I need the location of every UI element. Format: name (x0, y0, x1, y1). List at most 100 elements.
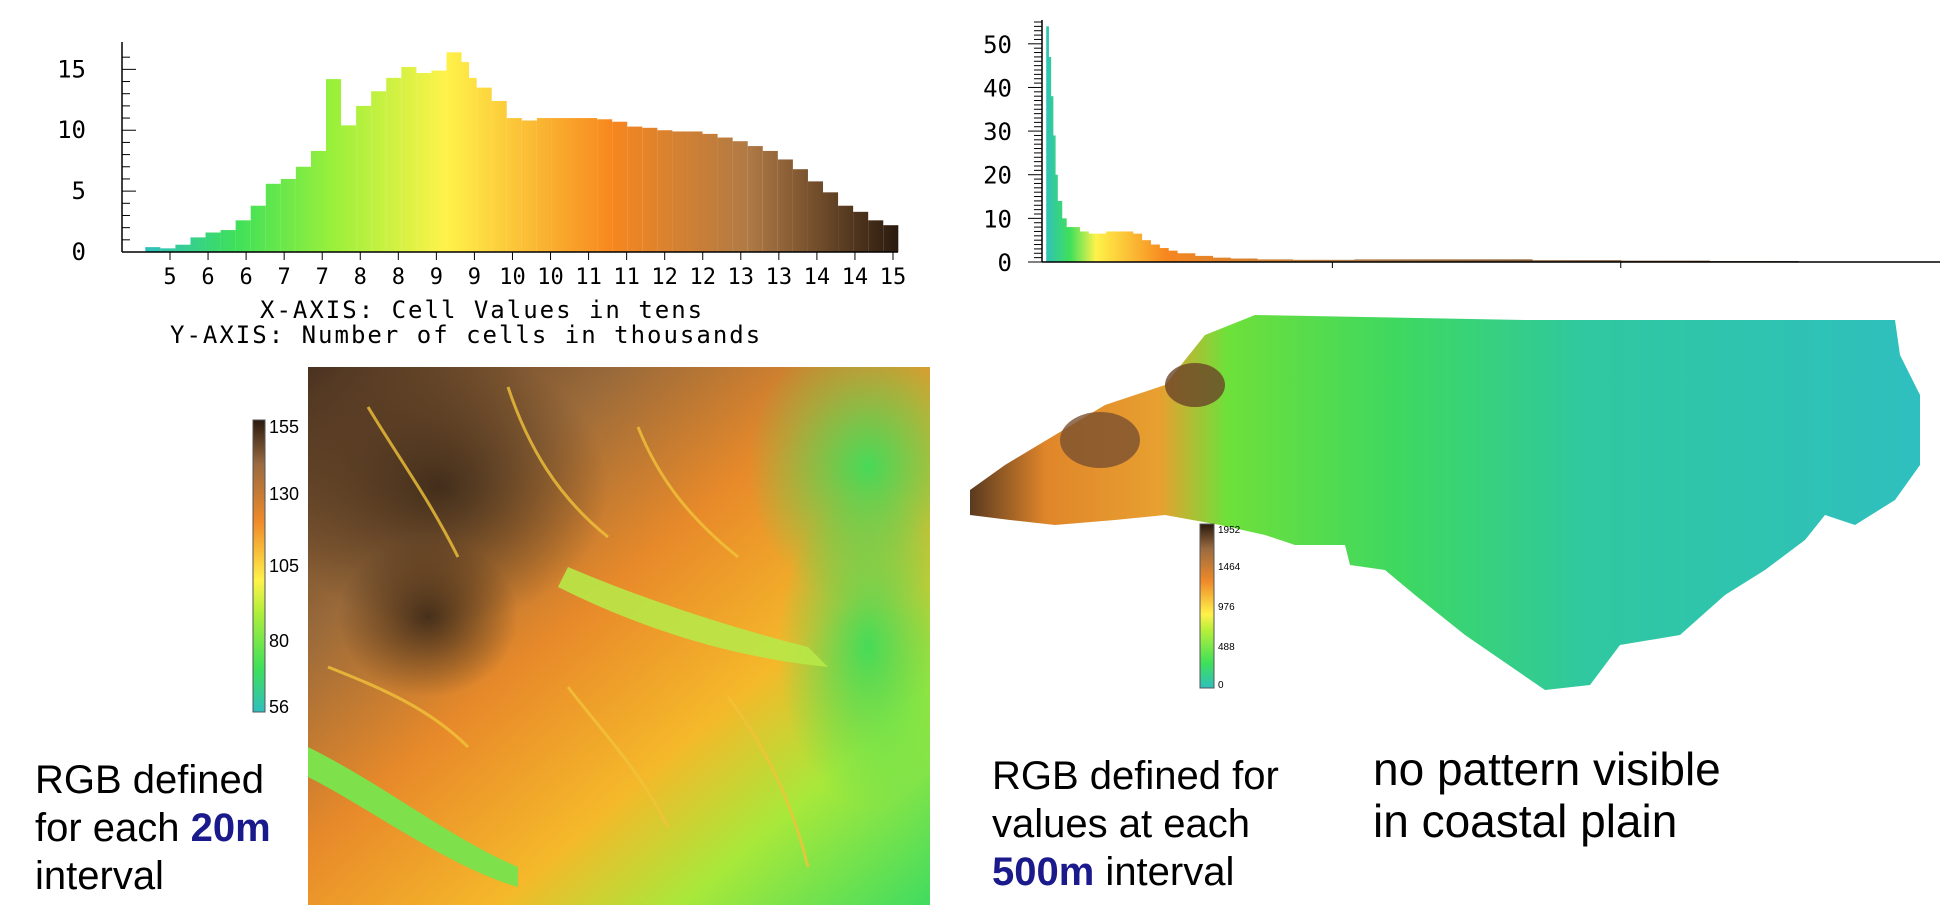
x-tick-label: 12 (651, 265, 678, 290)
histogram-20m-bar (762, 150, 778, 252)
histogram-20m-bar (536, 118, 552, 252)
caption-500m: RGB defined for values at each 500m inte… (992, 752, 1279, 896)
histogram-20m-bar (807, 181, 824, 252)
histogram-500m-bar (1070, 227, 1080, 262)
caption-500m-highlight: 500m (992, 850, 1095, 894)
histogram-20m-bar (160, 248, 176, 252)
histogram-20m-bar (838, 205, 854, 252)
histogram-500m-bar (1079, 231, 1089, 262)
histogram-20m-bar (265, 183, 281, 252)
histogram-500m-bar (1123, 231, 1134, 262)
histogram-20m-bar (295, 166, 311, 252)
x-tick-label: 5 (163, 265, 176, 290)
x-tick-label: 7 (278, 265, 291, 290)
y-tick-label: 30 (983, 118, 1012, 146)
histogram-20m-bar (280, 178, 296, 252)
legend-label-976: 976 (1218, 602, 1235, 613)
y-tick-label: 10 (57, 116, 86, 144)
legend-label-80: 80 (269, 631, 289, 651)
legend-500m: 1952 1464 976 488 0 (1199, 523, 1241, 690)
y-tick-label: 0 (998, 249, 1012, 277)
histogram-500m-bar (1106, 231, 1116, 262)
histogram-500m-bar (1292, 259, 1356, 262)
nc-state-shape (970, 315, 1920, 690)
histogram-20m-bar (612, 121, 628, 252)
histogram-500m-bar (1159, 248, 1169, 262)
histogram-500m-bar (1212, 257, 1231, 262)
caption-coastal-line1: no pattern visible (1373, 743, 1721, 795)
histogram-20m-bar (521, 120, 537, 253)
histogram-20m-bar (551, 118, 567, 252)
caption-20m: RGB defined for each 20m interval (35, 756, 271, 900)
histogram-20m-bar (220, 230, 236, 252)
histogram-20m-bar (416, 73, 432, 252)
histogram-20m-bar (341, 125, 357, 252)
legend-label-130: 130 (269, 484, 299, 504)
histogram-500m-bar (1066, 227, 1072, 262)
y-axis-label: Y-AXIS: Number of cells in thousands (170, 321, 762, 349)
x-tick-label: 8 (354, 265, 367, 290)
histogram-500m-bar (1443, 259, 1533, 262)
histogram-20m-bar (747, 146, 763, 252)
histogram-500m-bar (1088, 233, 1098, 262)
histogram-20m-bar (401, 66, 417, 252)
histogram-500m-bar (1055, 174, 1058, 262)
y-tick-label: 0 (72, 238, 86, 266)
histogram-20m-bar (476, 87, 492, 252)
y-tick-label: 5 (72, 177, 86, 205)
histogram-500m-bar (1168, 250, 1178, 262)
caption-20m-line2: for each 20m (35, 804, 271, 852)
histogram-20m-bar (702, 133, 718, 252)
histogram-500m-bar (1256, 259, 1293, 262)
legend-label-1952: 1952 (1218, 525, 1241, 536)
x-tick-label: 10 (537, 265, 564, 290)
x-tick-label: 11 (613, 265, 640, 290)
histogram-500m-bar (1132, 233, 1143, 262)
histogram-20m-bar (582, 118, 598, 252)
caption-500m-line3-post: interval (1094, 850, 1235, 894)
histogram-20m-bar (145, 247, 161, 252)
histogram-20m-bar (777, 159, 793, 252)
histogram-20m-bar (371, 91, 387, 252)
caption-500m-line2: values at each (992, 802, 1250, 846)
x-tick-label: 9 (468, 265, 481, 290)
caption-coastal: no pattern visible in coastal plain (1373, 743, 1721, 847)
y-tick-label: 10 (983, 205, 1012, 233)
y-tick-label: 20 (983, 162, 1012, 190)
histogram-500m-bar (1354, 259, 1444, 262)
histogram-20m-bar (461, 77, 477, 253)
histogram-500m-bar (1057, 200, 1063, 262)
histogram-20m-bar (250, 205, 266, 252)
histogram-20m-bar (883, 225, 899, 252)
histogram-20m-bar (717, 137, 733, 252)
histogram-500m-bar (1194, 255, 1214, 262)
histogram-20m-bar (566, 118, 583, 252)
legend-label-155: 155 (269, 417, 299, 437)
histogram-20m-bar (627, 126, 643, 252)
histogram-20m-bar (190, 237, 206, 252)
histogram-500m-bar (1097, 233, 1107, 262)
histogram-20m-bar (431, 70, 447, 252)
histogram-500m-bar (1046, 26, 1049, 263)
caption-coastal-line2: in coastal plain (1373, 795, 1678, 847)
histogram-20m-bar (205, 232, 221, 252)
x-tick-label: 9 (430, 265, 443, 290)
histogram-20m-bar (687, 131, 703, 252)
histogram-20m-bar (235, 220, 251, 252)
histogram-500m-bar (1114, 231, 1125, 262)
x-tick-label: 10 (499, 265, 526, 290)
histogram-500m-bar (1230, 258, 1258, 262)
caption-20m-line2-pre: for each (35, 806, 191, 850)
legend-20m: 155 130 105 80 56 (252, 417, 299, 717)
x-tick-label: 13 (728, 265, 755, 290)
y-tick-label: 15 (57, 55, 86, 83)
histogram-20m-bar (732, 141, 748, 252)
histogram-500m-bar (1177, 253, 1196, 262)
x-tick-label: 15 (880, 265, 907, 290)
histogram-20m-bar (386, 77, 402, 253)
x-tick-label: 6 (239, 265, 252, 290)
x-tick-label: 14 (842, 265, 869, 290)
histogram-500m-bar (1532, 260, 1622, 262)
legend-label-1464: 1464 (1218, 562, 1241, 573)
